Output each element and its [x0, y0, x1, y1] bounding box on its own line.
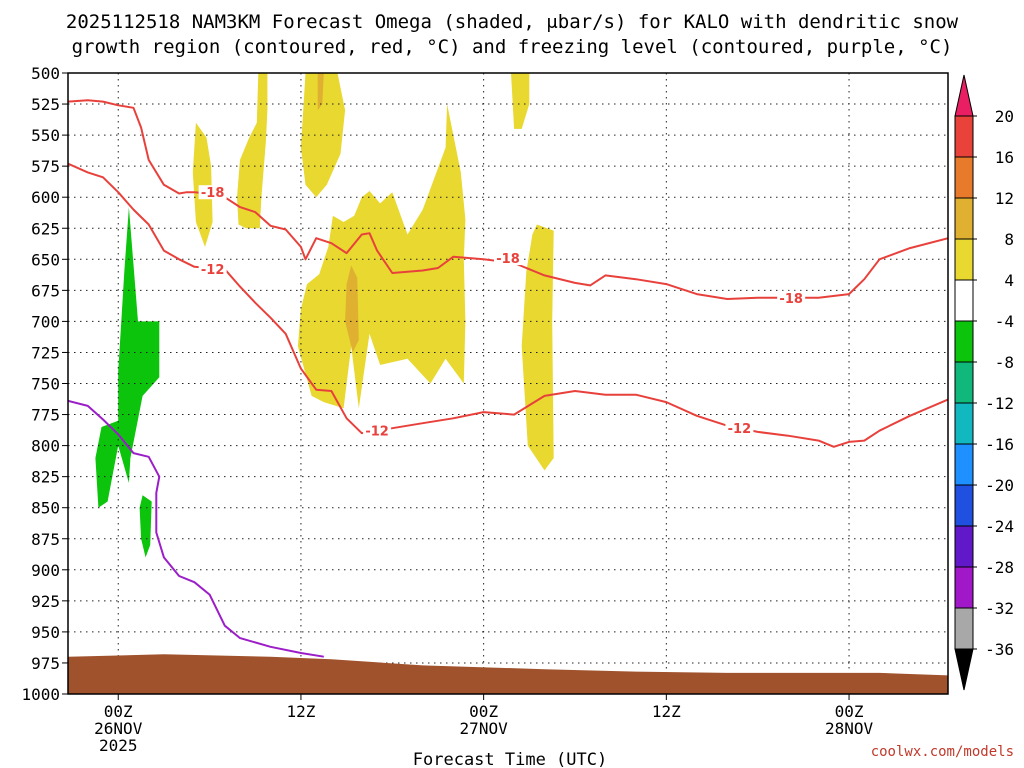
- y-tick-label-3: 575: [31, 157, 60, 176]
- colorbar-segment-3: [954, 197, 974, 240]
- contour-label-bg-2: [494, 251, 522, 266]
- x-tick-label-2-1: 27NOV: [460, 719, 509, 738]
- plot-area: [68, 73, 948, 694]
- chart-title-line1: 2025112518 NAM3KM Forecast Omega (shaded…: [66, 11, 959, 33]
- y-axis: 500 525 550 575 600 625 650 675 700 725 750 775 800 8…: [21, 64, 68, 704]
- colorbar-label-10: -24: [985, 517, 1014, 536]
- x-tick-label-0-2: 2025: [99, 736, 138, 755]
- y-tick-label-19: 975: [31, 654, 60, 673]
- x-tick-label-4-1: 28NOV: [825, 719, 874, 738]
- colorbar-label-7: -12: [985, 394, 1014, 413]
- omega-region-5: [345, 265, 359, 353]
- y-tick-label-2: 550: [31, 126, 60, 145]
- colorbar-label-6: -8: [995, 353, 1014, 372]
- dgz-contour-m18: [68, 99, 948, 300]
- colorbar-label-2: 12: [995, 189, 1014, 208]
- colorbar-segment-6: [954, 320, 974, 363]
- colorbar-segment-11: [954, 525, 974, 568]
- colorbar-label-0: 20: [995, 107, 1014, 126]
- freezing-level-contour: [68, 399, 324, 658]
- terrain-fill: [68, 654, 948, 694]
- omega-region-6: [511, 73, 530, 129]
- y-tick-label-10: 750: [31, 375, 60, 394]
- contour-label-2: -18: [496, 252, 520, 267]
- y-tick-label-0: 500: [31, 64, 60, 83]
- colorbar-segment-2: [954, 156, 974, 199]
- y-tick-label-8: 700: [31, 312, 60, 331]
- colorbar-segment-0: [954, 74, 974, 117]
- y-tick-label-16: 900: [31, 561, 60, 580]
- y-tick-label-5: 625: [31, 219, 60, 238]
- colorbar-segment-4: [954, 238, 974, 281]
- colorbar-segment-14: [954, 648, 974, 691]
- colorbar-segment-9: [954, 443, 974, 486]
- x-tick-label-2-0: 00Z: [469, 702, 498, 721]
- x-axis-label: Forecast Time (UTC): [413, 750, 607, 768]
- y-tick-label-9: 725: [31, 343, 60, 362]
- colorbar-label-5: -4: [995, 312, 1014, 331]
- colorbar-segment-13: [954, 607, 974, 650]
- x-tick-label-0-1: 26NOV: [94, 719, 143, 738]
- colorbar-label-9: -20: [985, 476, 1014, 495]
- omega-region-2: [300, 73, 346, 198]
- contour-label-0: -18: [201, 186, 225, 201]
- contour-label-4: -12: [365, 425, 389, 440]
- y-tick-label-14: 850: [31, 499, 60, 518]
- contour-label-bg-1: [198, 262, 227, 277]
- y-tick-label-18: 950: [31, 623, 60, 642]
- dgz-contour-m12: [68, 162, 948, 448]
- omega-region-1: [237, 73, 268, 229]
- colorbar-segment-8: [954, 402, 974, 445]
- y-tick-label-11: 775: [31, 406, 60, 425]
- contour-label-bg-4: [363, 423, 392, 438]
- grid-lines: [68, 73, 948, 694]
- contour-label-bg-3: [777, 290, 806, 305]
- colorbar-segment-7: [954, 361, 974, 404]
- terrain-layer: [68, 654, 948, 694]
- colorbar-segment-5: [954, 279, 974, 322]
- x-tick-label-3-0: 12Z: [652, 702, 681, 721]
- colorbar-segment-12: [954, 566, 974, 609]
- colorbar-label-3: 8: [1004, 230, 1014, 249]
- y-tick-label-7: 675: [31, 281, 60, 300]
- omega-region-8: [95, 207, 160, 508]
- x-tick-label-4-0: 00Z: [835, 702, 864, 721]
- chart-title-line2: growth region (contoured, red, °C) and f…: [72, 36, 953, 58]
- contour-label-3: -18: [779, 292, 803, 307]
- colorbar-label-12: -32: [985, 599, 1014, 618]
- x-tick-label-0-0: 00Z: [104, 702, 133, 721]
- y-tick-label-4: 600: [31, 188, 60, 207]
- y-tick-label-12: 800: [31, 437, 60, 456]
- omega-shading: [95, 73, 554, 558]
- colorbar-label-1: 16: [995, 148, 1014, 167]
- colorbar-segment-1: [954, 115, 974, 158]
- credit-text: coolwx.com/models: [871, 744, 1014, 760]
- y-tick-label-20: 1000: [21, 685, 60, 704]
- y-tick-label-13: 825: [31, 468, 60, 487]
- colorbar-label-4: 4: [1004, 271, 1014, 290]
- omega-region-3: [317, 73, 324, 111]
- omega-region-0: [192, 122, 213, 247]
- omega-region-7: [521, 224, 554, 471]
- colorbar-label-8: -16: [985, 435, 1014, 454]
- y-tick-label-17: 925: [31, 592, 60, 611]
- y-tick-label-6: 650: [31, 250, 60, 269]
- y-tick-label-1: 525: [31, 95, 60, 114]
- y-tick-label-15: 875: [31, 530, 60, 549]
- contour-layer: [68, 99, 948, 658]
- colorbar-label-11: -28: [985, 558, 1014, 577]
- contour-label-bg-5: [725, 421, 754, 436]
- colorbar: 20 16 12 8 4 -4 -8 -12 -16 -20 -24 -28 -32 -36: [954, 74, 1014, 691]
- contour-label-1: -12: [201, 263, 225, 278]
- contour-label-bg-0: [198, 185, 227, 200]
- omega-region-9: [139, 495, 152, 558]
- contour-labels: -18 -12 -18 -18 -12 -12: [198, 185, 806, 440]
- colorbar-segment-10: [954, 484, 974, 527]
- contour-label-5: -12: [728, 422, 752, 437]
- x-tick-label-1-0: 12Z: [286, 702, 315, 721]
- colorbar-label-13: -36: [985, 640, 1014, 659]
